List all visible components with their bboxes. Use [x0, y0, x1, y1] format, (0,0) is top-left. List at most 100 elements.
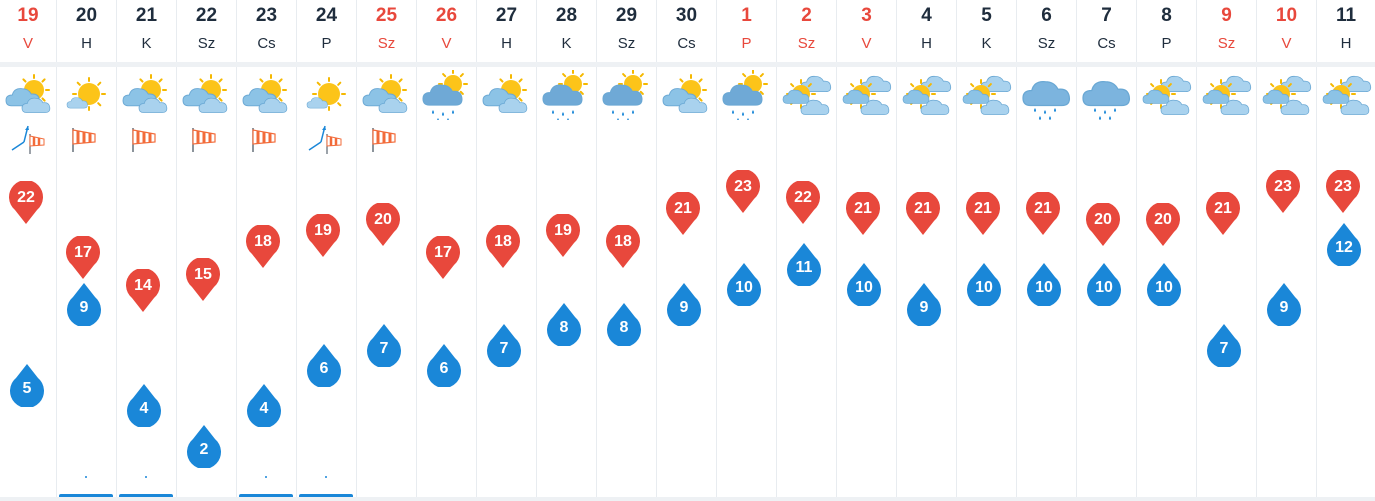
max-temp-marker: 21	[1205, 191, 1241, 236]
max-temp-value: 21	[974, 200, 992, 217]
sun-clouds-icon	[1202, 75, 1252, 115]
map-pin-icon	[966, 191, 1000, 235]
min-temp-value: 7	[1219, 339, 1229, 357]
day-header: 19 V	[0, 0, 56, 62]
min-temp-value: 10	[1095, 279, 1113, 296]
min-temp-marker: 10	[1086, 262, 1122, 307]
min-temp-value: 2	[199, 440, 209, 458]
day-column[interactable]: 28 K 19 8	[537, 0, 597, 501]
partly-cloudy-icon	[122, 74, 168, 113]
partly-cloudy-icon	[662, 74, 708, 113]
max-temp-value: 23	[734, 178, 752, 195]
day-number: 22	[195, 5, 218, 26]
day-number: 27	[495, 5, 518, 26]
droplet-icon	[787, 242, 821, 287]
day-column[interactable]: 19 V 22 5	[0, 0, 57, 501]
droplet-icon	[1207, 323, 1241, 368]
max-temp-value: 18	[614, 233, 632, 250]
day-name: K	[561, 35, 572, 52]
max-temp-marker: 17	[425, 235, 461, 280]
max-temp-value: 14	[134, 277, 152, 294]
min-temp-marker: 4	[246, 383, 282, 429]
map-pin-icon	[1146, 202, 1180, 246]
cloud-rain-icon	[1022, 80, 1071, 120]
day-column[interactable]: 2 Sz 22 11	[777, 0, 837, 501]
day-name: H	[1340, 35, 1352, 52]
max-temp-value: 20	[1094, 211, 1112, 228]
day-header: 26 V	[417, 0, 476, 62]
min-temp-value: 7	[379, 339, 389, 357]
day-column[interactable]: 24 P 19 6	[297, 0, 357, 501]
day-column[interactable]: 27 H 18 7	[477, 0, 537, 501]
day-header: 29 Sz	[597, 0, 656, 62]
day-column[interactable]: 25 Sz 20 7	[357, 0, 417, 501]
min-temp-marker: 9	[1266, 282, 1302, 328]
day-column[interactable]: 20 H 17 9	[57, 0, 117, 501]
partly-cloudy-icon	[182, 74, 228, 113]
day-number: 7	[1101, 5, 1112, 26]
droplet-icon	[547, 303, 581, 348]
day-column[interactable]: 30 Cs 21 9	[657, 0, 717, 501]
droplet-icon	[367, 323, 401, 368]
max-temp-marker: 19	[545, 213, 581, 258]
droplet-icon	[127, 384, 161, 429]
indicator-dot	[85, 476, 87, 478]
min-temp-value: 9	[919, 299, 929, 317]
max-temp-marker: 23	[1265, 169, 1301, 214]
cloud-rain-icon	[1082, 80, 1131, 120]
min-temp-value: 10	[1035, 279, 1053, 296]
day-header: 22 Sz	[177, 0, 236, 62]
map-pin-icon	[306, 213, 340, 257]
min-temp-marker: 5	[9, 363, 45, 408]
day-column[interactable]: 7 Cs 20 10	[1077, 0, 1137, 501]
min-temp-value: 10	[855, 279, 873, 296]
indicator-dot	[325, 476, 327, 478]
map-pin-icon	[1326, 169, 1360, 213]
partly-cloudy-icon	[362, 74, 408, 113]
day-column[interactable]: 21 K 14 4	[117, 0, 177, 501]
sun-clouds-icon	[962, 75, 1012, 115]
day-column[interactable]: 26 V 17 6	[417, 0, 477, 501]
day-number: 4	[921, 5, 932, 26]
day-header: 2 Sz	[777, 0, 836, 62]
indicator-bar	[59, 494, 113, 498]
day-number: 8	[1161, 5, 1172, 26]
min-temp-marker: 11	[786, 242, 822, 287]
sun-clouds-icon	[842, 75, 892, 115]
day-column[interactable]: 11 H 23 12	[1317, 0, 1375, 501]
max-temp-marker: 19	[305, 213, 341, 258]
max-temp-value: 22	[794, 189, 812, 206]
max-temp-value: 18	[254, 233, 272, 250]
day-column[interactable]: 22 Sz 15 2	[177, 0, 237, 501]
min-temp-value: 10	[975, 279, 993, 296]
min-temp-value: 6	[319, 359, 329, 377]
day-column[interactable]: 6 Sz 21 10	[1017, 0, 1077, 501]
max-temp-value: 19	[314, 222, 332, 239]
day-number: 11	[1335, 5, 1357, 26]
map-pin-icon	[9, 180, 43, 224]
day-column[interactable]: 29 Sz 18 8	[597, 0, 657, 501]
day-column[interactable]: 9 Sz 21 7	[1197, 0, 1257, 501]
day-name: Sz	[197, 35, 216, 52]
max-temp-value: 17	[434, 244, 452, 261]
windsock-icon	[72, 128, 96, 152]
min-temp-value: 7	[499, 339, 509, 357]
min-temp-value: 6	[439, 359, 449, 377]
day-column[interactable]: 23 Cs 18 4	[237, 0, 297, 501]
droplet-icon	[907, 283, 941, 328]
day-number: 6	[1041, 5, 1052, 26]
day-number: 9	[1221, 5, 1232, 26]
map-pin-icon	[546, 213, 580, 257]
day-header: 11 H	[1317, 0, 1375, 62]
day-column[interactable]: 10 V 23 9	[1257, 0, 1317, 501]
day-name: Sz	[617, 35, 636, 52]
max-temp-marker: 21	[905, 191, 941, 236]
